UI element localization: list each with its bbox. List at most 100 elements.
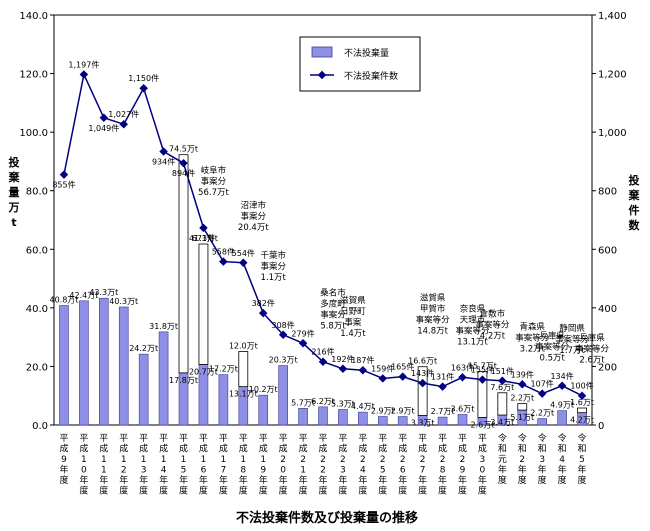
category-label-char: 2 — [340, 455, 346, 465]
category-label-char: 2 — [121, 466, 127, 476]
bar-value-label: 42.4万t — [69, 291, 98, 300]
count-marker — [278, 330, 288, 340]
category-label-char: 平 — [318, 433, 327, 444]
count-marker — [358, 365, 368, 375]
category-label-char: 度 — [398, 485, 407, 497]
count-value-label: 143件 — [411, 368, 434, 378]
count-marker — [458, 373, 467, 382]
category-label-char: 度 — [299, 485, 308, 497]
category-label-char: 成 — [358, 443, 367, 455]
bar-base — [59, 305, 69, 426]
left-tick-label: 60.0 — [26, 245, 48, 256]
category-label-char: 3 — [539, 455, 545, 465]
count-value-label: 558件 — [212, 247, 235, 257]
annotation-text: 千葉市 — [260, 250, 286, 261]
count-value-label: 1,027件 — [108, 109, 139, 119]
category-label-char: 2 — [420, 455, 426, 465]
annotation-text: 13.1万t — [457, 337, 488, 347]
category-label-char: 5 — [579, 455, 585, 465]
annotation-text: 倉敷市 — [480, 308, 506, 319]
bar-base — [437, 416, 448, 426]
bar-base — [138, 353, 149, 426]
category-label-char: 度 — [259, 485, 268, 497]
category-label-char: 平 — [299, 433, 308, 444]
category-label-char: 3 — [340, 466, 346, 476]
category-label-char: 平 — [119, 433, 128, 444]
count-value-label: 165件 — [391, 362, 414, 372]
category-label-char: 平 — [219, 433, 228, 444]
annotation-text: 兵庫県 — [579, 333, 605, 344]
category-label-char: 和 — [538, 444, 547, 455]
chart-caption: 不法投棄件数及び投棄量の推移 — [236, 510, 418, 526]
category-label-char: 6 — [201, 466, 207, 476]
count-value-label: 216件 — [311, 347, 334, 357]
category-label-char: 成 — [299, 443, 308, 455]
left-tick-label: 20.0 — [26, 362, 48, 373]
bar-base — [298, 408, 308, 426]
bar-value-label: 31.8万t — [149, 322, 178, 331]
count-marker — [398, 372, 407, 381]
bars — [59, 154, 587, 426]
category-label-char: 度 — [478, 485, 487, 497]
bar-special — [417, 366, 428, 416]
category-label-char: 7 — [420, 466, 426, 476]
category-label-char: 度 — [438, 485, 447, 497]
annotation-text: 56.7万t — [198, 188, 229, 198]
right-axis-title-char: 件 — [629, 203, 640, 217]
category-label-char: 1 — [300, 466, 306, 476]
category-label-char: 年 — [478, 474, 487, 486]
category-label-char: 2 — [360, 455, 366, 465]
legend-bar-swatch — [311, 46, 333, 58]
annotation-text: 静岡県 — [559, 323, 585, 334]
annotation-text: 兵庫県 — [539, 331, 565, 342]
annotation-text: 事案等分 — [455, 325, 490, 336]
bar-special — [497, 392, 508, 416]
count-line — [59, 70, 587, 400]
category-label-char: 度 — [378, 485, 387, 497]
bar-special — [198, 243, 209, 365]
category-label-char: 令 — [558, 432, 567, 444]
legend-line-marker — [317, 70, 327, 80]
category-label-char: 6 — [400, 466, 406, 476]
annotation-text: 多度町 — [320, 299, 346, 310]
bar-special — [178, 154, 189, 374]
bar-special — [517, 403, 528, 411]
bar-base — [278, 365, 288, 426]
annotation-text: 事案等分 — [555, 334, 590, 345]
annotation-text: 4.2万t — [480, 331, 506, 341]
count-marker — [478, 375, 487, 384]
count-value-label: 855件 — [52, 180, 75, 190]
category-label-char: 4 — [360, 466, 366, 476]
bar-base — [118, 306, 129, 426]
category-label-char: 平 — [139, 433, 148, 444]
category-label-char: 年 — [458, 474, 467, 486]
legend-bar-label: 不法投棄量 — [344, 47, 389, 59]
count-marker — [59, 170, 69, 179]
bar-value-label: 3.6万t — [451, 404, 475, 413]
count-marker — [239, 258, 248, 267]
count-marker — [418, 378, 427, 388]
count-value-label: 673件 — [192, 233, 215, 243]
category-label-char: 4 — [161, 466, 167, 476]
annotation-text: 3.2万t — [520, 344, 546, 354]
category-label-char: 平 — [199, 433, 208, 444]
left-axis-title-char: 量 — [9, 186, 20, 199]
category-label-char: 0 — [280, 466, 286, 476]
annotation-text: 天理市 — [460, 314, 486, 325]
annotation-text: 14.8万t — [417, 327, 448, 337]
category-label-char: 度 — [199, 485, 208, 497]
right-tick-label: 600 — [598, 245, 617, 256]
bar-value-label: 2.9万t — [371, 407, 395, 416]
category-label-char: 3 — [480, 455, 486, 465]
category-label-char: 年 — [538, 464, 547, 476]
category-label-char: 年 — [59, 464, 68, 476]
category-label-char: 平 — [259, 433, 268, 444]
annotation-text: 日野町 — [340, 307, 366, 317]
category-label-char: 平 — [59, 433, 68, 444]
left-axis-title-char: 投 — [9, 155, 20, 169]
bar-value-label: 20.3万t — [269, 356, 298, 365]
category-label-char: 令 — [578, 432, 587, 444]
bar-base — [99, 297, 109, 426]
right-tick-label: 1,000 — [598, 128, 627, 139]
